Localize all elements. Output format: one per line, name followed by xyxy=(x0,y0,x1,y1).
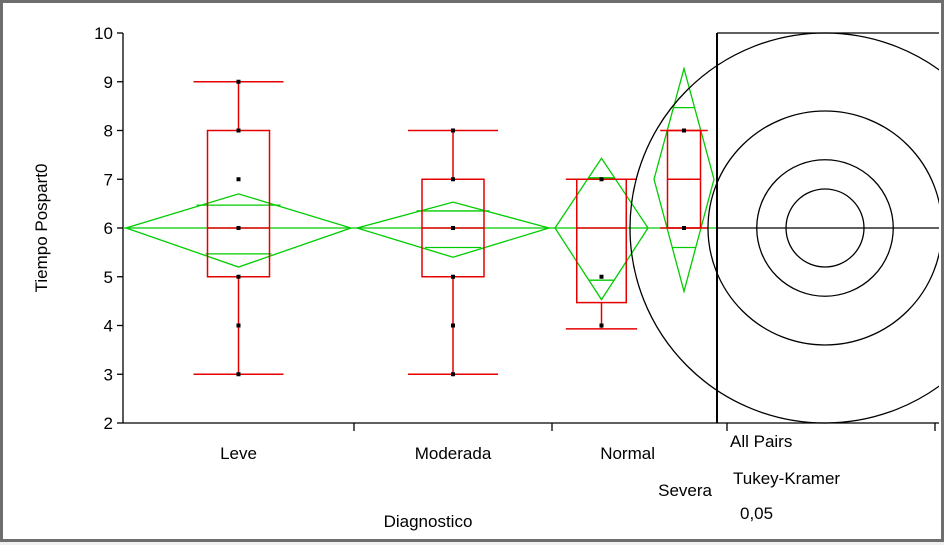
x-tick-label-leve: Leve xyxy=(220,444,257,463)
y-tick-label-1: 3 xyxy=(104,365,113,384)
data-point-1 xyxy=(599,274,604,279)
data-point-3 xyxy=(236,226,241,230)
comparison-label-line1: All Pairs xyxy=(730,432,792,451)
data-point-6 xyxy=(236,372,241,377)
data-point-4 xyxy=(451,323,455,328)
data-point-2 xyxy=(236,177,241,182)
y-tick-label-5: 7 xyxy=(104,170,113,189)
data-point-2 xyxy=(599,323,604,328)
means-diamond xyxy=(554,157,649,301)
comparison-label-line3: 0,05 xyxy=(740,504,773,523)
y-tick-label-6: 8 xyxy=(104,122,113,141)
data-point-1 xyxy=(451,177,455,182)
data-point-2 xyxy=(451,226,455,230)
data-point-5 xyxy=(236,323,241,328)
data-point-1 xyxy=(682,226,686,230)
comparison-circle-3 xyxy=(785,188,865,268)
y-tick-label-2: 4 xyxy=(104,317,113,336)
data-point-3 xyxy=(451,274,455,279)
group-leve xyxy=(123,79,354,377)
group-moderada xyxy=(354,128,552,377)
x-tick-label-normal: Normal xyxy=(600,444,655,463)
group-normal xyxy=(554,157,649,330)
iqr-box xyxy=(576,178,627,304)
x-tick-label-severa: Severa xyxy=(658,481,712,500)
y-tick-label-4: 6 xyxy=(104,219,113,238)
data-point-0 xyxy=(682,128,686,133)
x-axis-label: Diagnostico xyxy=(384,512,473,531)
data-point-0 xyxy=(599,177,604,182)
y-tick-label-7: 9 xyxy=(104,73,113,92)
comparison-label-line2: Tukey-Kramer xyxy=(733,469,840,488)
data-point-0 xyxy=(236,79,241,84)
comparison-circle-1 xyxy=(707,110,939,346)
y-tick-label-0: 2 xyxy=(104,414,113,433)
group-severa xyxy=(653,66,715,294)
y-axis-label: Tiempo Pospart0 xyxy=(32,164,51,293)
comparison-circle-2 xyxy=(756,159,894,297)
data-point-4 xyxy=(236,274,241,279)
x-tick-label-moderada: Moderada xyxy=(415,444,492,463)
data-point-0 xyxy=(451,128,455,133)
comparison-circle-0 xyxy=(629,32,939,424)
iqr-box xyxy=(206,129,271,278)
y-tick-label-3: 5 xyxy=(104,268,113,287)
data-point-5 xyxy=(451,372,455,377)
data-point-1 xyxy=(236,128,241,133)
y-tick-label-8: 10 xyxy=(94,24,113,43)
